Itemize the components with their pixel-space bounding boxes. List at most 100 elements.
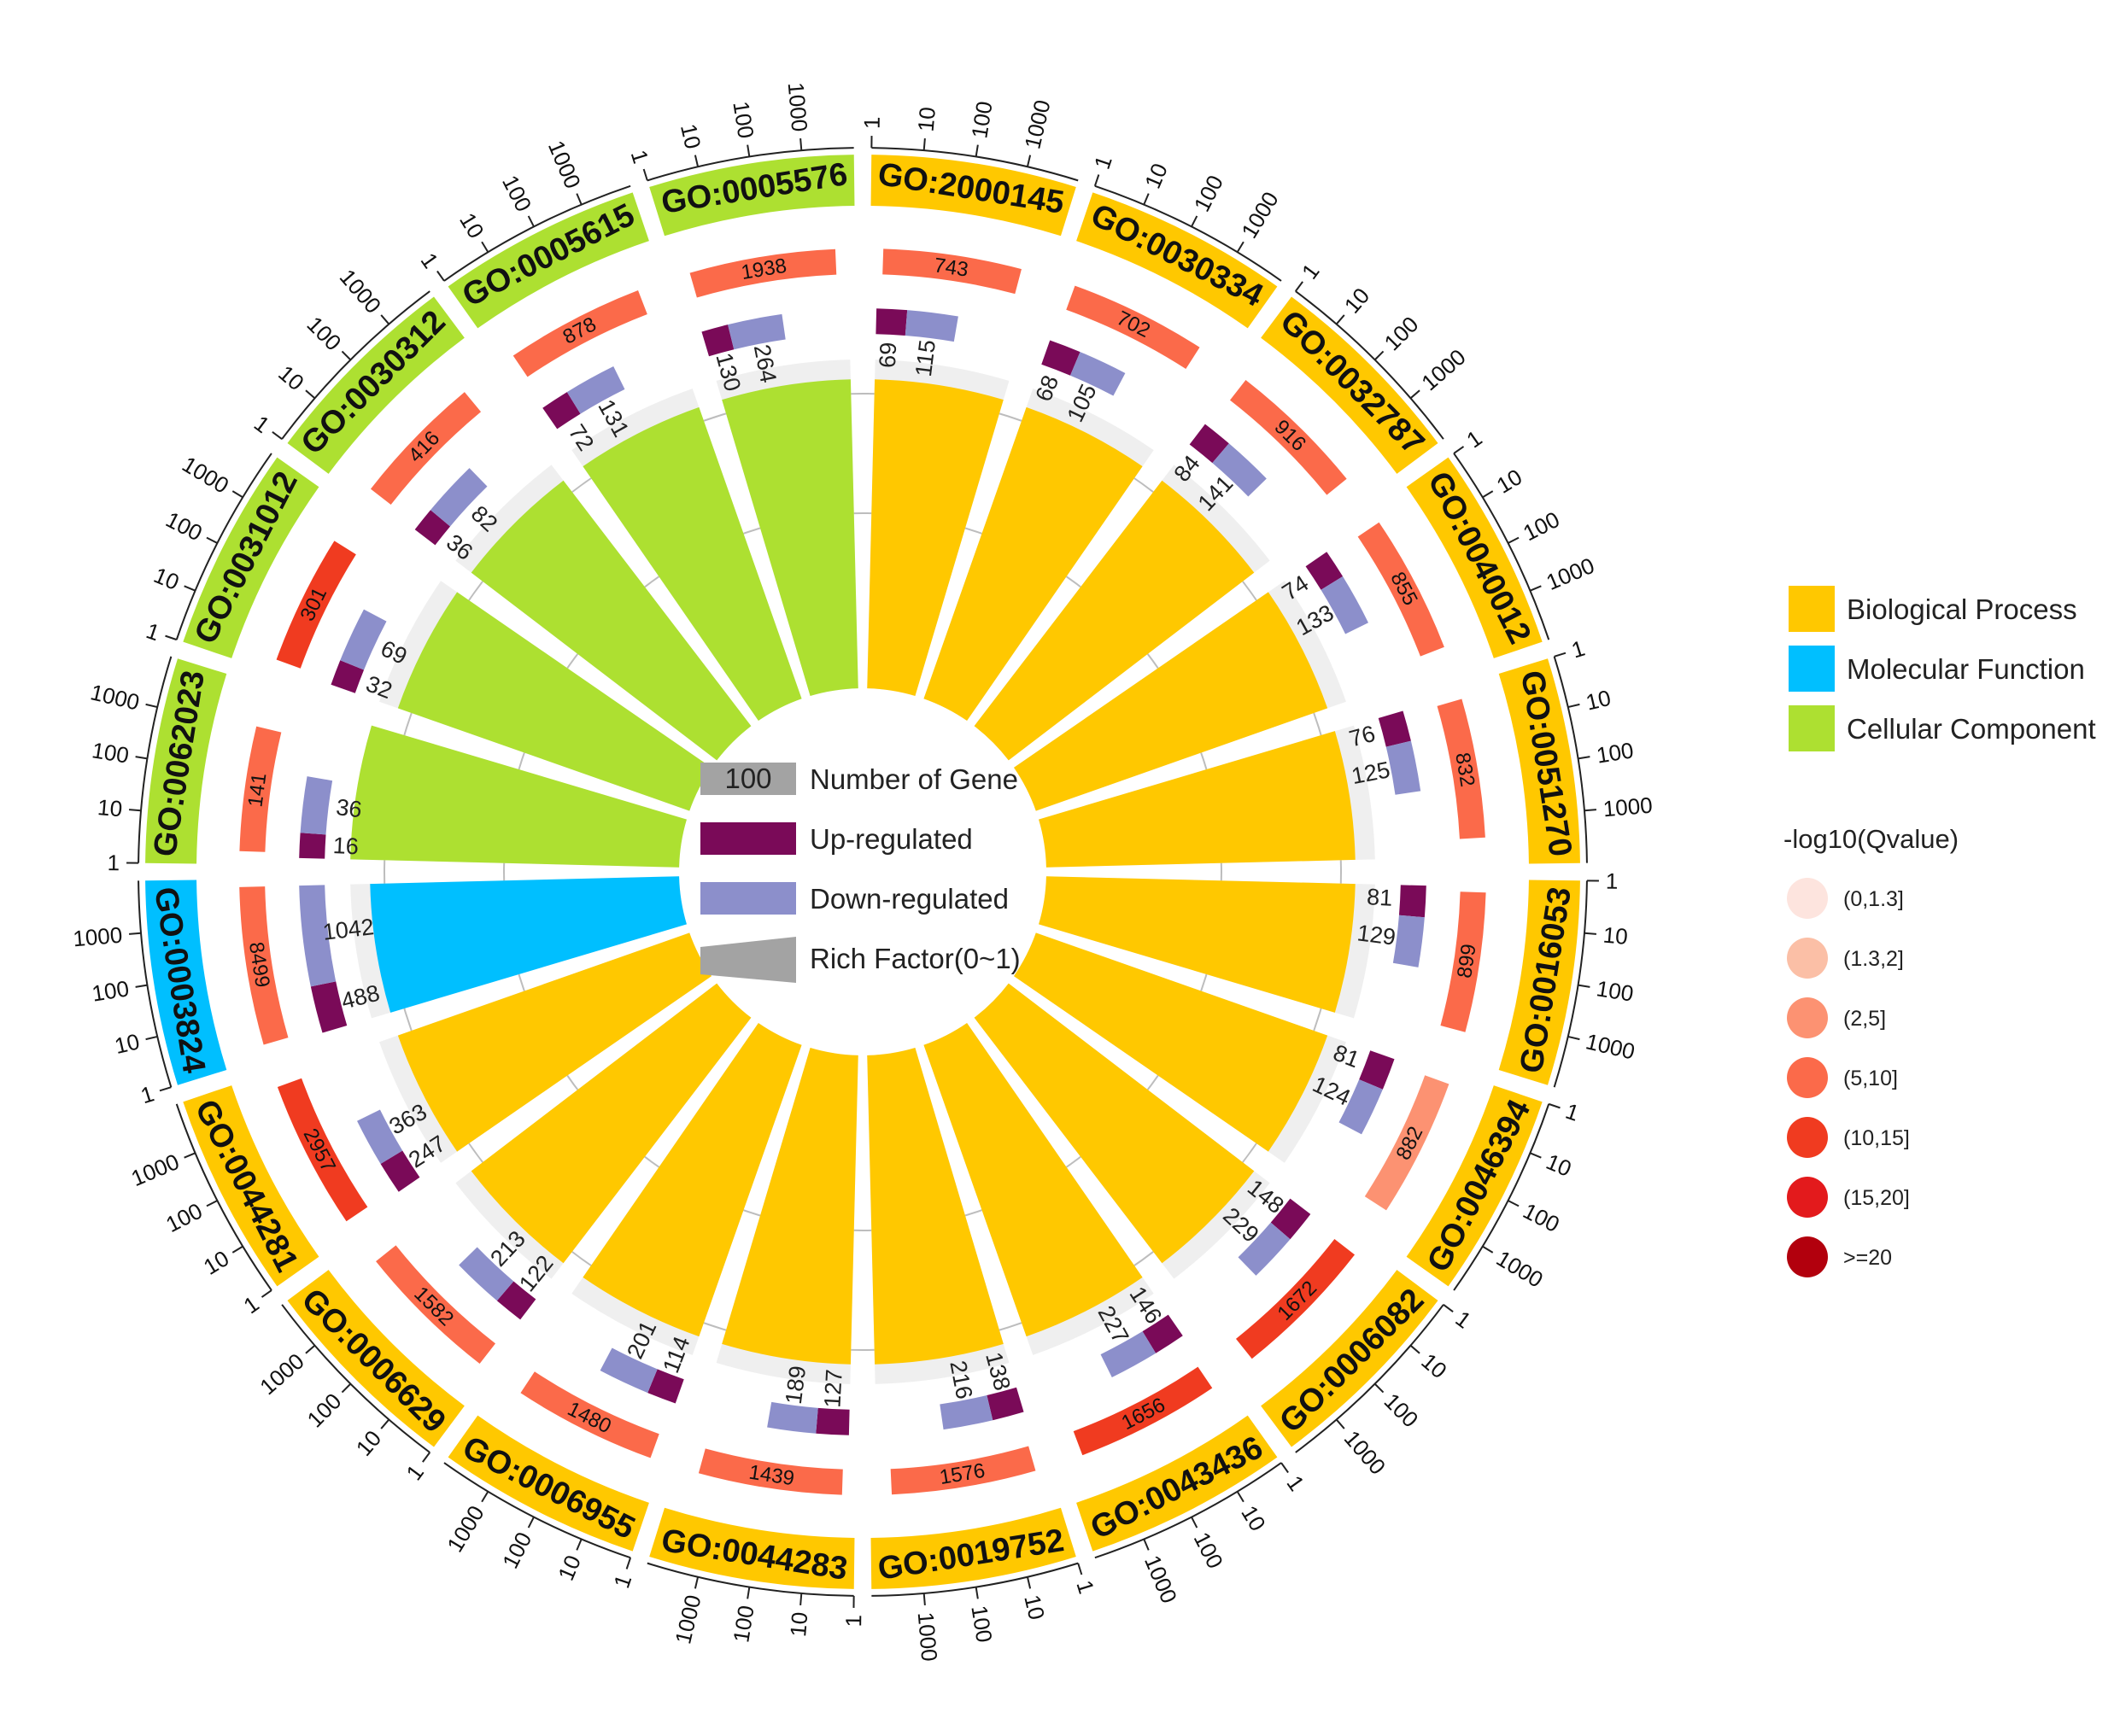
qvalue-legend: -log10(Qvalue) (0,1.3] (1.3,2] (2,5] (5,10]… — [1783, 824, 1959, 1277]
scale-label-go-0032787-1: 10 — [1339, 283, 1375, 318]
category-block-go-0016053 — [1498, 880, 1580, 1085]
down-bar-go-2000145 — [905, 310, 958, 342]
scale-label-go-0006082-0: 1 — [1451, 1306, 1477, 1334]
down-bar-go-0046394 — [1338, 1079, 1383, 1135]
scale-tick-go-0032787-1 — [1335, 314, 1345, 325]
background-bar-go-0030312 — [370, 392, 482, 506]
scale-label-go-0044281-3: 1000 — [127, 1149, 183, 1191]
scale-tick-go-0016053-3 — [1567, 1035, 1580, 1041]
legend-rich-factor: Rich Factor(0~1) — [810, 943, 1021, 974]
category-block-go-0062023 — [145, 658, 227, 864]
down-bar-go-0006629 — [459, 1247, 514, 1301]
scale-tick-go-0005615-0 — [436, 270, 445, 282]
scale-axis-go-0006082 — [1295, 1304, 1444, 1453]
gene-swatch-value: 100 — [724, 763, 771, 794]
go-label-go-0044281: GO:0044281 — [188, 1094, 305, 1277]
up-count-go-0016053: 81 — [1366, 884, 1393, 911]
scale-tick-go-0051270-2 — [1578, 756, 1590, 760]
scale-tick-go-0051270-0 — [1554, 652, 1567, 658]
background-bar-go-0005615 — [512, 290, 647, 377]
scale-label-go-0030334-3: 1000 — [1236, 187, 1284, 243]
background-count-go-0051270: 832 — [1450, 751, 1479, 788]
scale-label-go-0016053-2: 100 — [1595, 975, 1636, 1006]
down-bar-go-0044283 — [767, 1401, 818, 1434]
scale-label-go-0044283-1: 10 — [785, 1611, 812, 1638]
scale-tick-go-0032787-2 — [1373, 350, 1385, 361]
scale-label-go-0030312-1: 10 — [273, 360, 308, 396]
scale-label-go-0044283-3: 1000 — [670, 1593, 706, 1646]
rich-bar-go-0030334 — [923, 406, 1143, 722]
go-label-go-0006955: GO:0006955 — [457, 1429, 641, 1546]
scale-tick-go-0005576-3 — [799, 138, 803, 151]
background-count-go-0016053: 899 — [1453, 943, 1481, 980]
scale-tick-go-0019752-3 — [922, 1593, 926, 1605]
scale-label-go-0005576-0: 1 — [626, 147, 654, 167]
scale-tick-go-2000145-2 — [975, 144, 979, 157]
up-bar-go-2000145 — [876, 308, 908, 336]
qvalue-label-5: (15,20] — [1843, 1186, 1910, 1210]
background-bar-go-0030334 — [1066, 285, 1200, 370]
legend-swatch-molecular-function — [1789, 646, 1835, 692]
background-count-go-0062023: 141 — [243, 772, 271, 809]
down-bar-go-0006082 — [1238, 1222, 1291, 1276]
up-bar-go-0051270 — [1378, 710, 1411, 747]
scale-label-go-0006629-3: 1000 — [255, 1348, 308, 1400]
up-bar-go-0016053 — [1398, 885, 1426, 918]
legend-swatch-biological-process — [1789, 586, 1835, 632]
background-bar-go-0006082 — [1235, 1238, 1356, 1359]
down-count-go-0062023: 36 — [335, 794, 363, 822]
scale-tick-go-0043436-3 — [1143, 1539, 1150, 1551]
scale-tick-go-0030312-3 — [380, 314, 390, 325]
up-bar-go-0030312 — [414, 510, 451, 546]
scale-label-go-0006955-2: 100 — [497, 1528, 536, 1572]
grid-circle-0 — [503, 512, 1222, 1231]
scale-axis-go-0051270 — [1553, 656, 1588, 863]
scale-tick-go-0030312-2 — [341, 350, 352, 361]
down-bar-go-0016053 — [1392, 915, 1425, 967]
up-bar-go-0046394 — [1359, 1050, 1395, 1090]
qvalue-label-2: (2,5] — [1843, 1007, 1886, 1031]
qvalue-label-0: (0,1.3] — [1843, 887, 1904, 911]
down-bar-go-0005576 — [728, 313, 786, 350]
down-bar-go-0062023 — [300, 776, 333, 835]
scale-label-go-0030334-0: 1 — [1089, 152, 1117, 172]
background-count-go-0044281: 2957 — [299, 1125, 340, 1176]
category-block-go-0044281 — [183, 1085, 319, 1287]
scale-tick-go-0006082-2 — [1373, 1382, 1385, 1394]
scale-axis-go-0019752 — [871, 1562, 1079, 1597]
scale-label-go-0040012-1: 10 — [1492, 464, 1526, 499]
scale-tick-go-0006629-3 — [305, 1344, 316, 1354]
scale-tick-go-0003824-3 — [129, 932, 142, 935]
background-bar-go-0043436 — [1073, 1366, 1213, 1456]
scale-tick-go-0006955-1 — [576, 1539, 583, 1551]
up-bar-go-0019752 — [987, 1387, 1024, 1421]
down-bar-go-0030312 — [430, 468, 488, 527]
scale-label-go-0006082-3: 1000 — [1339, 1425, 1391, 1479]
go-label-go-0043436: GO:0043436 — [1085, 1429, 1268, 1546]
rich-bar-go-0043436 — [923, 1022, 1143, 1337]
scale-axis-go-0046394 — [1453, 1103, 1550, 1291]
down-bar-go-0003824 — [299, 885, 337, 987]
rich-bar-go-0005615 — [583, 406, 802, 722]
qvalue-swatch-0 — [1787, 878, 1828, 919]
scale-label-go-0044281-2: 100 — [161, 1198, 206, 1237]
scale-label-go-2000145-0: 1 — [859, 116, 885, 129]
scale-tick-go-0040012-0 — [1453, 446, 1465, 454]
down-bar-go-0051270 — [1385, 740, 1421, 795]
scale-label-go-0051270-1: 10 — [1584, 685, 1613, 716]
down-count-go-0044283: 189 — [781, 1365, 811, 1406]
scale-label-go-0046394-1: 10 — [1543, 1149, 1575, 1182]
scale-tick-go-0032787-3 — [1409, 389, 1420, 400]
go-label-go-0031012: GO:0031012 — [188, 466, 305, 650]
scale-label-go-0062023-1: 10 — [97, 794, 123, 821]
scale-label-go-0019752-2: 100 — [966, 1604, 997, 1645]
category-block-go-0040012 — [1406, 457, 1543, 658]
category-block-go-0006955 — [448, 1415, 649, 1552]
scale-axis-go-0006629 — [281, 1304, 430, 1453]
qvalue-label-6: >=20 — [1843, 1246, 1892, 1270]
scale-label-go-0006955-0: 1 — [608, 1571, 636, 1591]
scale-label-go-0044283-0: 1 — [840, 1615, 866, 1628]
scale-tick-go-0006629-1 — [380, 1418, 390, 1429]
